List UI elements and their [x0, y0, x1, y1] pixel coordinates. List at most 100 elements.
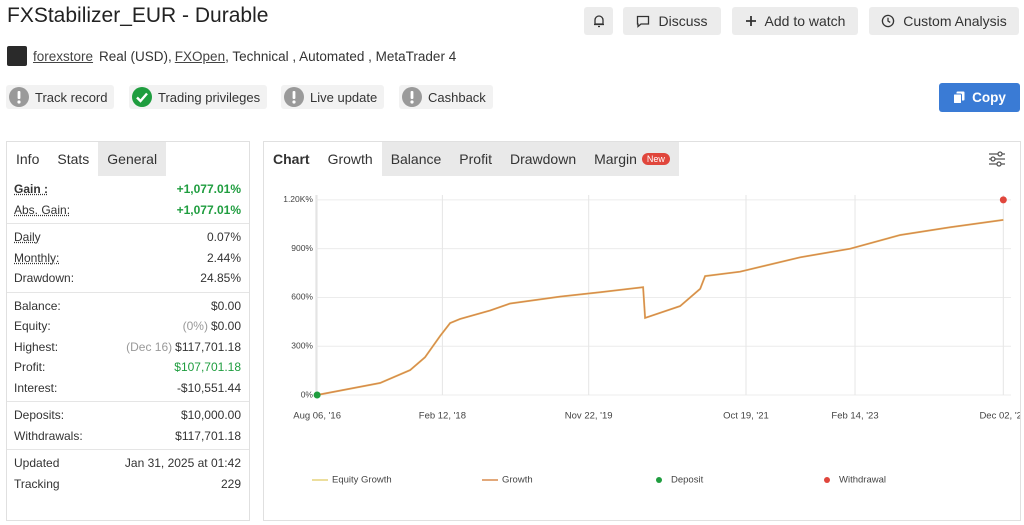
stats-value-wrap: 2.44% — [207, 251, 241, 265]
chart-tab[interactable]: Profit — [450, 142, 501, 176]
chart-tab[interactable]: Drawdown — [500, 142, 586, 176]
account-type: Real (USD), — [99, 48, 172, 64]
analysis-button[interactable]: Custom Analysis — [869, 7, 1019, 35]
growth-chart: 0% 300% 600% 900% 1.20K% Aug 06, '16 Feb 12, '… — [283, 194, 1020, 486]
stats-label: Abs. Gain: — [14, 202, 71, 217]
stats-row: Interest: -$10,551.44 — [7, 378, 249, 399]
stats-row: Daily 0.07% — [7, 227, 249, 248]
clock-icon — [882, 14, 895, 28]
legend-swatch — [824, 477, 830, 483]
stats-label: Withdrawals: — [14, 428, 83, 443]
copy-button[interactable]: Copy — [939, 83, 1020, 112]
stats-value: 229 — [220, 476, 241, 491]
stats-note: (Dec 16) — [126, 339, 173, 354]
status-icon — [284, 87, 304, 107]
status-badge: Live update — [281, 85, 385, 109]
y-tick-label: 300% — [291, 340, 313, 350]
x-tick-label: Dec 02, '24 — [979, 411, 1020, 422]
account-details: , Technical , Automated , MetaTrader 4 — [225, 48, 457, 64]
stats-group: Deposits: $10,000.00 Withdrawals: $117,701.… — [7, 401, 249, 449]
owner-link[interactable]: forexstore — [33, 48, 94, 64]
status-badge: Cashback — [399, 85, 493, 109]
stats-row: Balance: $0.00 — [7, 296, 249, 317]
stats-value-wrap: 0.07% — [207, 230, 241, 244]
stats-note: (0%) — [182, 319, 208, 334]
icon-dot — [17, 100, 21, 104]
legend-label: Deposit — [671, 475, 704, 486]
stats-label: Interest: — [14, 380, 58, 395]
stats-tabs: Info Stats General — [7, 142, 249, 176]
stats-tab[interactable]: Info — [7, 142, 49, 176]
series-point — [313, 391, 321, 399]
y-tick-label: 600% — [291, 292, 313, 302]
stats-value: +1,077.01% — [176, 182, 241, 197]
icon-check — [136, 92, 148, 103]
icon-dot — [410, 100, 414, 104]
legend-label: Withdrawal — [839, 475, 886, 486]
page-title: FXStabilizer_EUR - Durable — [7, 4, 269, 27]
stats-value: +1,077.01% — [176, 202, 241, 217]
stats-value: $107,701.18 — [174, 360, 241, 375]
x-tick-label: Feb 12, '18 — [419, 411, 466, 422]
badge-label: Trading privileges — [158, 89, 261, 105]
icon-circle — [132, 87, 152, 107]
chart-tab[interactable]: Growth — [318, 142, 382, 176]
stats-list: Gain : +1,077.01% Abs. Gain: +1,077.01% Dail… — [7, 176, 249, 497]
plus-icon — [745, 16, 756, 26]
chart-tabs: Chart Growth Balance Profit Drawdown Margin N… — [264, 142, 1020, 176]
stats-group: Updated Jan 31, 2025 at 01:42 Tracking 229 — [7, 449, 249, 497]
stats-value: 2.44% — [206, 250, 241, 265]
series-point — [999, 196, 1007, 204]
stats-value: 0.07% — [206, 230, 241, 245]
y-tick-label: 1.20K% — [283, 194, 313, 204]
icon-bar — [410, 91, 414, 99]
stats-group: Balance: $0.00 Equity: (0%) $0.00 Highest: (De… — [7, 291, 249, 402]
stats-row: Abs. Gain: +1,077.01% — [7, 200, 249, 221]
stats-row: Withdrawals: $117,701.18 — [7, 426, 249, 447]
copy-icon — [953, 91, 965, 104]
status-icon — [132, 87, 152, 107]
stats-tab[interactable]: Stats — [48, 142, 99, 176]
stats-label: Equity: — [14, 319, 51, 334]
stats-row: Drawdown: 24.85% — [7, 268, 249, 289]
stats-value-wrap: 229 — [221, 477, 241, 491]
chart-settings[interactable] — [987, 149, 1007, 169]
discuss-button[interactable]: Discuss — [623, 7, 721, 35]
stats-group: Daily 0.07% Monthly: 2.44% Drawdown: 24.85% — [7, 223, 249, 292]
button-label: Add to watch — [764, 13, 846, 29]
chart-tab[interactable]: Margin New — [585, 142, 679, 176]
stats-value-wrap: (0%) $0.00 — [183, 319, 241, 333]
stats-value: -$10,551.44 — [176, 380, 241, 395]
stats-group: Gain : +1,077.01% Abs. Gain: +1,077.01% — [7, 176, 249, 223]
badge-label: Track record — [35, 89, 108, 105]
stats-row: Deposits: $10,000.00 — [7, 405, 249, 426]
stats-tab[interactable]: General — [98, 142, 167, 176]
button-label: Discuss — [658, 13, 708, 29]
badge-label: Live update — [310, 89, 378, 105]
broker-link[interactable]: FXOpen — [174, 48, 226, 64]
stats-value: $10,000.00 — [180, 408, 241, 423]
notify-button[interactable] — [584, 7, 613, 35]
stats-row: Highest: (Dec 16) $117,701.18 — [7, 337, 249, 358]
y-tick-label: 0% — [301, 389, 314, 399]
bell-icon — [593, 15, 604, 28]
chart-tab[interactable]: Balance — [381, 142, 451, 176]
stats-label: Tracking — [14, 476, 60, 491]
stats-row: Profit: $107,701.18 — [7, 357, 249, 378]
status-icon — [402, 87, 422, 107]
stats-label: Highest: — [14, 339, 59, 354]
stats-value-wrap: Jan 31, 2025 at 01:42 — [125, 456, 241, 470]
chart-panel: Chart Growth Balance Profit Drawdown Margin N… — [263, 141, 1021, 521]
stats-label: Monthly: — [14, 250, 60, 265]
stats-value: $0.00 — [210, 298, 241, 313]
badge-label: Cashback — [428, 89, 486, 105]
stats-value-wrap: $107,701.18 — [174, 360, 241, 374]
copy-label: Copy — [972, 90, 1006, 105]
watch-button[interactable]: Add to watch — [732, 7, 858, 35]
stats-row: Equity: (0%) $0.00 — [7, 316, 249, 337]
y-tick-label: 900% — [291, 243, 313, 253]
stats-label: Gain : — [14, 182, 49, 197]
status-icon — [9, 87, 29, 107]
